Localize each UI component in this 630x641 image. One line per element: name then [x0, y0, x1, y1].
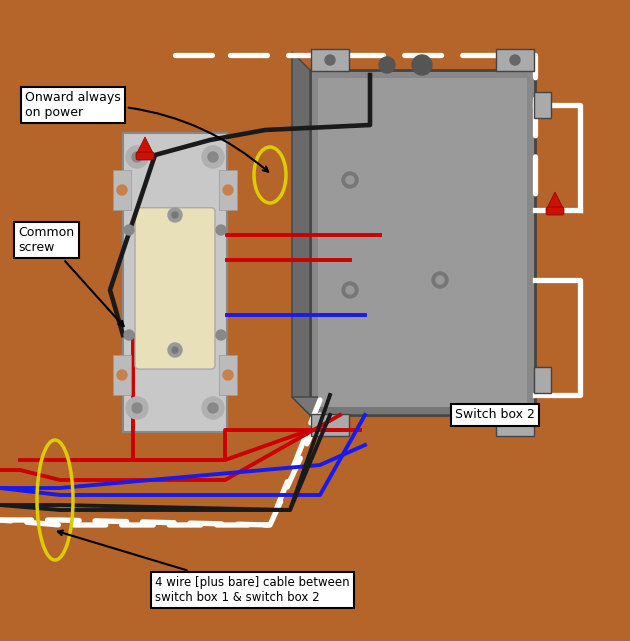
FancyBboxPatch shape [135, 208, 215, 369]
Circle shape [202, 397, 224, 419]
Circle shape [172, 212, 178, 218]
Circle shape [510, 55, 520, 65]
Text: 4 wire [plus bare] cable between
switch box 1 & switch box 2: 4 wire [plus bare] cable between switch … [58, 531, 350, 604]
Text: Switch box 2: Switch box 2 [455, 408, 535, 422]
Circle shape [132, 152, 142, 162]
Text: Common
screw: Common screw [18, 226, 123, 326]
FancyBboxPatch shape [113, 170, 131, 210]
Circle shape [124, 330, 134, 340]
Circle shape [202, 146, 224, 168]
Circle shape [216, 330, 226, 340]
Circle shape [342, 172, 358, 188]
Circle shape [379, 57, 395, 73]
FancyBboxPatch shape [310, 70, 535, 415]
Circle shape [346, 176, 354, 184]
Circle shape [168, 208, 182, 222]
Circle shape [126, 397, 148, 419]
Circle shape [342, 282, 358, 298]
FancyBboxPatch shape [496, 49, 534, 71]
Circle shape [208, 403, 218, 413]
Circle shape [436, 276, 444, 284]
FancyBboxPatch shape [219, 355, 237, 395]
Circle shape [132, 403, 142, 413]
Circle shape [117, 185, 127, 195]
Circle shape [168, 343, 182, 357]
Circle shape [325, 55, 335, 65]
Circle shape [117, 370, 127, 380]
Text: Onward always
on power: Onward always on power [25, 91, 268, 172]
FancyBboxPatch shape [546, 207, 564, 215]
Circle shape [223, 185, 233, 195]
Circle shape [124, 225, 134, 235]
Circle shape [346, 286, 354, 294]
Circle shape [412, 55, 432, 75]
Circle shape [126, 146, 148, 168]
Circle shape [172, 347, 178, 353]
FancyBboxPatch shape [123, 133, 227, 432]
Circle shape [208, 152, 218, 162]
FancyBboxPatch shape [113, 355, 131, 395]
Circle shape [223, 370, 233, 380]
Polygon shape [292, 52, 310, 415]
FancyBboxPatch shape [496, 414, 534, 436]
FancyBboxPatch shape [534, 367, 551, 393]
Polygon shape [546, 192, 564, 210]
FancyBboxPatch shape [318, 78, 527, 407]
Circle shape [216, 225, 226, 235]
FancyBboxPatch shape [219, 170, 237, 210]
Polygon shape [292, 397, 535, 415]
FancyBboxPatch shape [534, 92, 551, 118]
FancyBboxPatch shape [136, 152, 154, 160]
FancyBboxPatch shape [311, 414, 349, 436]
Circle shape [432, 272, 448, 288]
FancyBboxPatch shape [311, 49, 349, 71]
Polygon shape [136, 137, 154, 155]
